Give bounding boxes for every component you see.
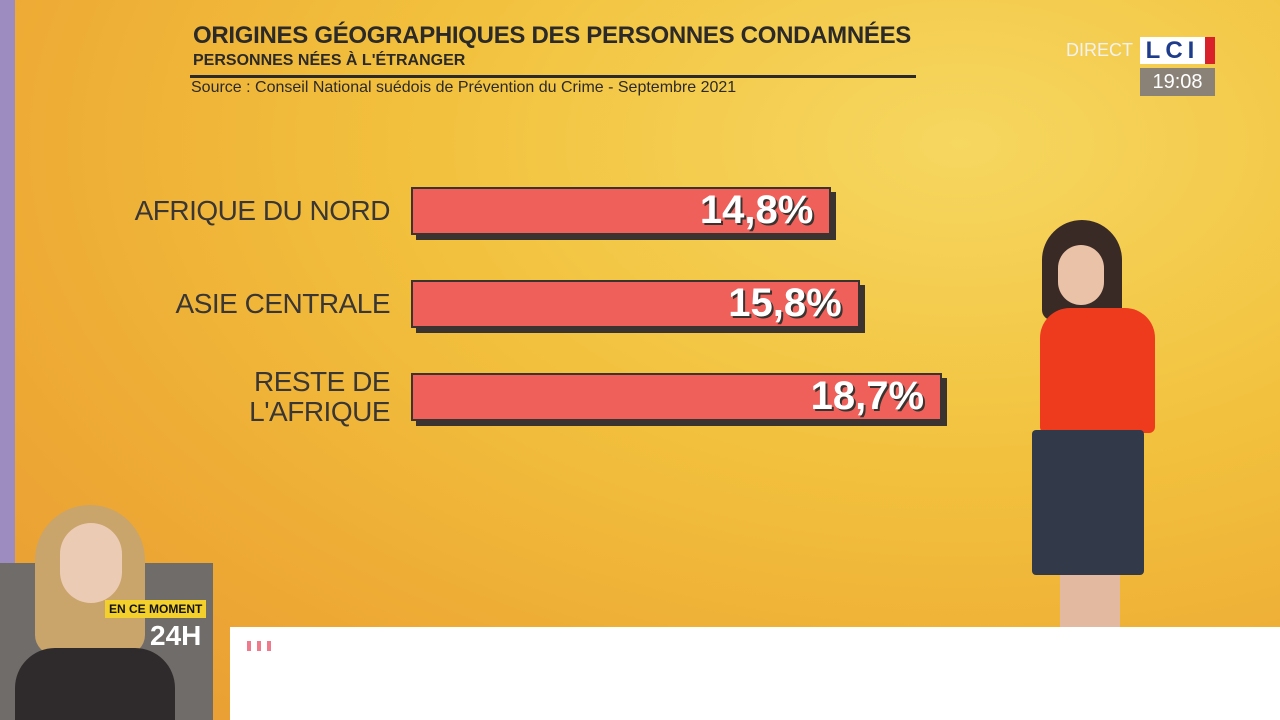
bar	[411, 280, 860, 328]
presenter-legs	[1060, 575, 1120, 630]
bar	[411, 187, 832, 235]
value-label: 14,8%	[699, 188, 814, 232]
chart-source: Source : Conseil National suédois de Pré…	[191, 79, 737, 96]
presenter	[1030, 220, 1170, 630]
live-label: DIRECT	[1066, 40, 1133, 60]
side-strip	[0, 0, 15, 720]
category-label: ASIE CENTRALE	[175, 288, 391, 319]
title-rule	[190, 75, 916, 78]
presenter-face	[1058, 245, 1104, 305]
ticker-bar	[230, 627, 1280, 720]
presenter-skirt	[1032, 430, 1144, 575]
chart-title: ORIGINES GÉOGRAPHIQUES DES PERSONNES CON…	[193, 22, 912, 49]
program-label: 24H	[150, 620, 202, 651]
channel-logo: LCI	[1140, 37, 1215, 64]
category-label: RESTE DE L'AFRIQUE	[249, 366, 390, 427]
thumb-body	[15, 648, 175, 720]
bar	[411, 373, 943, 421]
category-label: AFRIQUE DU NORD	[134, 195, 391, 226]
presenter-top	[1040, 308, 1155, 433]
clock: 19:08	[1140, 68, 1215, 96]
thumbnail	[0, 505, 213, 720]
thumb-face	[60, 523, 122, 603]
ticker-marks	[247, 641, 277, 651]
chart-subtitle: PERSONNES NÉES À L'ÉTRANGER	[193, 52, 466, 69]
value-label: 18,7%	[810, 374, 925, 418]
now-badge: EN CE MOMENT	[105, 600, 207, 618]
value-label: 15,8%	[728, 281, 842, 325]
